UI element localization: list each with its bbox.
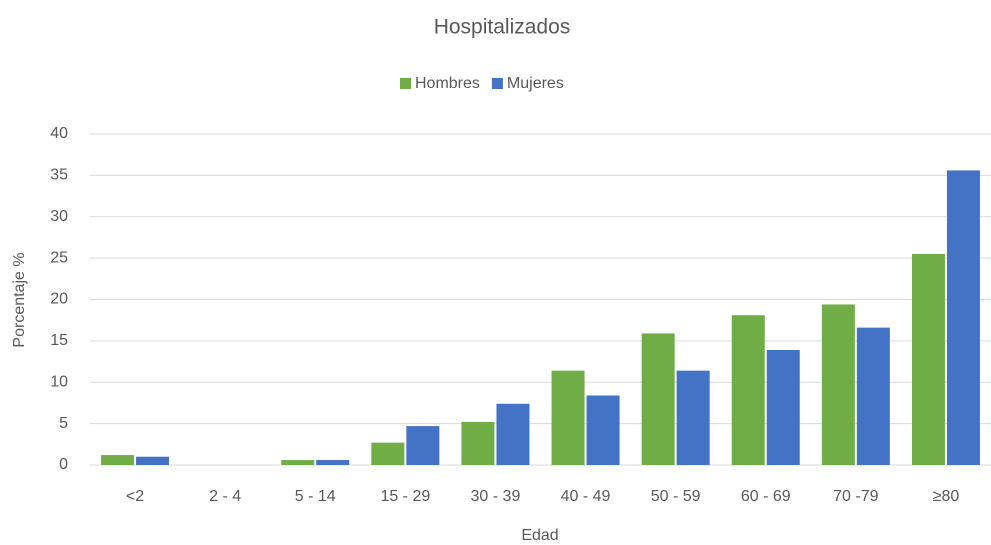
- y-tick-label: 20: [50, 291, 68, 308]
- y-tick-label: 40: [50, 125, 68, 142]
- bar: [946, 170, 980, 465]
- y-tick-label: 0: [59, 456, 68, 473]
- bar: [856, 327, 890, 465]
- bar: [551, 370, 585, 465]
- y-tick-label: 30: [50, 208, 68, 225]
- y-tick-label: 5: [59, 415, 68, 432]
- bar: [496, 403, 530, 465]
- legend-swatch: [491, 78, 503, 89]
- bar: [821, 304, 855, 465]
- x-axis-label: Edad: [521, 527, 558, 544]
- x-tick-label: <2: [126, 488, 144, 505]
- y-tick-label: 10: [50, 373, 68, 390]
- legend-label: Mujeres: [507, 75, 564, 92]
- x-tick-label: 15 - 29: [380, 488, 430, 505]
- bar: [731, 315, 765, 465]
- bar: [766, 349, 800, 465]
- legend-label: Hombres: [415, 75, 480, 92]
- legend-swatch: [400, 78, 411, 89]
- bar: [281, 460, 315, 465]
- x-tick-label: 50 - 59: [651, 488, 701, 505]
- x-tick-label: 70 -79: [833, 488, 878, 505]
- x-tick-label: 60 - 69: [741, 488, 791, 505]
- x-tick-label: 30 - 39: [471, 488, 521, 505]
- y-tick-label: 35: [50, 167, 68, 184]
- bar: [911, 253, 945, 465]
- bar: [586, 395, 620, 465]
- bar: [371, 442, 405, 465]
- bar: [676, 370, 710, 465]
- bar: [101, 455, 135, 465]
- chart-title: Hospitalizados: [434, 16, 571, 39]
- bar: [316, 460, 350, 465]
- x-tick-label: 40 - 49: [561, 488, 611, 505]
- x-tick-label: 5 - 14: [295, 488, 336, 505]
- x-tick-label: 2 - 4: [209, 488, 241, 505]
- y-axis-label: Porcentaje %: [11, 252, 28, 347]
- y-tick-label: 25: [50, 249, 68, 266]
- bar: [136, 456, 170, 465]
- x-tick-label: ≥80: [933, 488, 960, 505]
- bar: [406, 426, 440, 465]
- bar: [461, 421, 495, 465]
- y-tick-label: 15: [50, 332, 68, 349]
- bar: [641, 333, 675, 465]
